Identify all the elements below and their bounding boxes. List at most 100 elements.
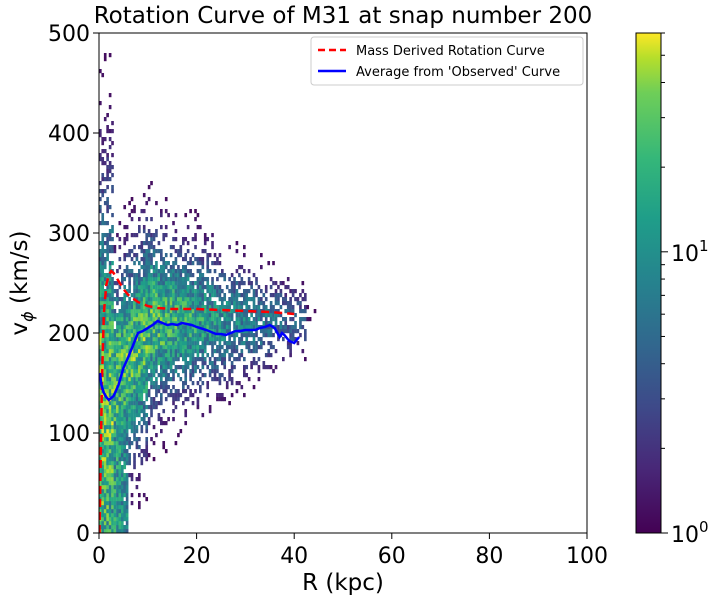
- heatmap-cell: [145, 337, 149, 342]
- heatmap-cell: [238, 285, 241, 290]
- heatmap-cell: [103, 385, 107, 390]
- heatmap-cell: [111, 485, 114, 490]
- heatmap-cell: [282, 337, 285, 342]
- heatmap-cell: [223, 353, 227, 358]
- heatmap-cell: [128, 321, 131, 326]
- heatmap-cell: [289, 305, 292, 310]
- heatmap-cell: [118, 525, 122, 530]
- heatmap-cell: [250, 341, 253, 346]
- heatmap-cell: [133, 381, 136, 386]
- heatmap-cell: [111, 325, 114, 330]
- heatmap-cell: [155, 353, 158, 358]
- heatmap-cell: [152, 305, 156, 310]
- heatmap-cell: [121, 301, 124, 306]
- heatmap-cell: [130, 341, 134, 346]
- heatmap-cell: [169, 309, 173, 314]
- heatmap-cell: [123, 297, 127, 302]
- heatmap-cell: [125, 253, 129, 258]
- heatmap-cell: [101, 161, 105, 166]
- heatmap-cell: [272, 317, 275, 322]
- heatmap-cell: [113, 445, 117, 450]
- heatmap-cell: [111, 445, 114, 450]
- heatmap-cell: [306, 305, 310, 310]
- heatmap-cell: [186, 329, 190, 334]
- series-line-observed-average: [99, 319, 301, 402]
- heatmap-cell: [150, 297, 153, 302]
- heatmap-cell: [128, 357, 131, 362]
- heatmap-cell: [189, 345, 192, 350]
- heatmap-cell: [216, 289, 219, 294]
- heatmap-cell: [142, 273, 146, 278]
- heatmap-cell: [233, 277, 236, 282]
- heatmap-cell: [140, 301, 144, 306]
- heatmap-cell: [101, 193, 105, 198]
- heatmap-cell: [140, 325, 144, 330]
- heatmap-cell: [216, 325, 219, 330]
- heatmap-cell: [125, 497, 129, 502]
- heatmap-cell: [128, 213, 131, 218]
- heatmap-cell: [155, 377, 158, 382]
- heatmap-cell: [191, 261, 195, 266]
- heatmap-cell: [169, 349, 173, 354]
- heatmap-cell: [130, 197, 134, 202]
- heatmap-cell: [121, 317, 124, 322]
- heatmap-cell: [179, 245, 183, 250]
- heatmap-cell: [121, 517, 124, 522]
- heatmap-cell: [223, 357, 227, 362]
- heatmap-cell: [103, 397, 107, 402]
- heatmap-cell: [123, 341, 127, 346]
- heatmap-cell: [228, 373, 231, 378]
- heatmap-cell: [152, 329, 156, 334]
- heatmap-cell: [133, 401, 136, 406]
- heatmap-cell: [145, 273, 149, 278]
- heatmap-cell: [101, 433, 105, 438]
- heatmap-cell: [150, 281, 153, 286]
- heatmap-cell: [99, 309, 102, 314]
- heatmap-cell: [101, 409, 105, 414]
- heatmap-cell: [108, 521, 112, 526]
- heatmap-cell: [179, 349, 183, 354]
- heatmap-cell: [189, 261, 192, 266]
- heatmap-cell: [211, 313, 214, 318]
- heatmap-cell: [135, 437, 139, 442]
- heatmap-cell: [169, 345, 173, 350]
- heatmap-cell: [243, 297, 246, 302]
- heatmap-cell: [179, 309, 183, 314]
- heatmap-cell: [138, 309, 141, 314]
- heatmap-cell: [277, 285, 280, 290]
- heatmap-cell: [179, 301, 183, 306]
- heatmap-cell: [128, 297, 131, 302]
- heatmap-cell: [179, 289, 183, 294]
- heatmap-cell: [133, 429, 136, 434]
- heatmap-cell: [150, 273, 153, 278]
- heatmap-cell: [108, 453, 112, 458]
- heatmap-cell: [133, 377, 136, 382]
- heatmap-cell: [164, 377, 168, 382]
- heatmap-cell: [296, 329, 300, 334]
- heatmap-cell: [196, 349, 200, 354]
- heatmap-cell: [121, 513, 124, 518]
- heatmap-cell: [116, 365, 119, 370]
- heatmap-cell: [186, 337, 190, 342]
- heatmap-cell: [133, 421, 136, 426]
- heatmap-cell: [118, 429, 122, 434]
- heatmap-cell: [206, 285, 210, 290]
- heatmap-cell: [121, 477, 124, 482]
- colorbar-tick-label: 101: [671, 237, 709, 267]
- heatmap-cell: [145, 425, 149, 430]
- heatmap-cell: [177, 341, 180, 346]
- heatmap-cell: [169, 353, 173, 358]
- heatmap-cell: [169, 277, 173, 282]
- heatmap-cell: [116, 269, 119, 274]
- heatmap-cell: [106, 241, 109, 246]
- heatmap-cell: [108, 381, 112, 386]
- heatmap-cell: [138, 493, 141, 498]
- heatmap-cell: [99, 249, 102, 254]
- y-tick-label: 200: [48, 322, 90, 347]
- heatmap-cell: [121, 365, 124, 370]
- heatmap-cell: [179, 329, 183, 334]
- heatmap-cell: [174, 297, 178, 302]
- heatmap-cell: [103, 513, 107, 518]
- heatmap-cell: [142, 389, 146, 394]
- heatmap-cell: [103, 337, 107, 342]
